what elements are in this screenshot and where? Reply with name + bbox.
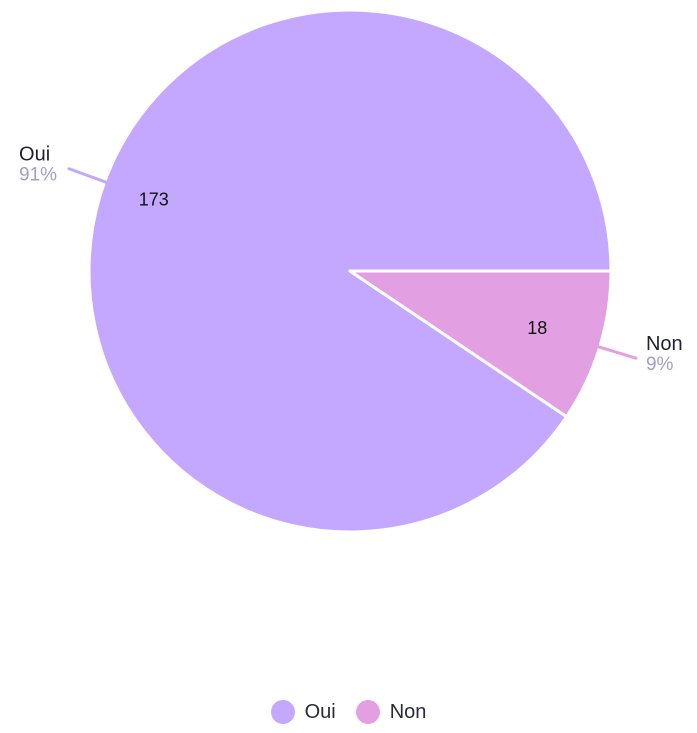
outer-label-non: Non	[646, 333, 683, 355]
leader-line-non	[597, 345, 638, 360]
outer-percent-non: 9%	[646, 354, 674, 375]
slice-value-non: 18	[527, 318, 547, 338]
outer-percent-oui: 91%	[19, 165, 57, 186]
legend-label-oui: Oui	[304, 700, 336, 723]
outer-label-oui: Oui	[19, 144, 50, 166]
slice-value-oui: 173	[139, 190, 169, 210]
chart-legend: Oui Non	[0, 700, 697, 724]
leader-line-oui	[67, 167, 108, 184]
legend-label-non: Non	[389, 700, 427, 723]
legend-item-non[interactable]: Non	[355, 700, 427, 724]
pie-slices	[87, 8, 613, 534]
legend-swatch-non	[355, 700, 380, 724]
legend-swatch-oui	[270, 700, 295, 724]
legend-item-oui[interactable]: Oui	[270, 700, 336, 724]
